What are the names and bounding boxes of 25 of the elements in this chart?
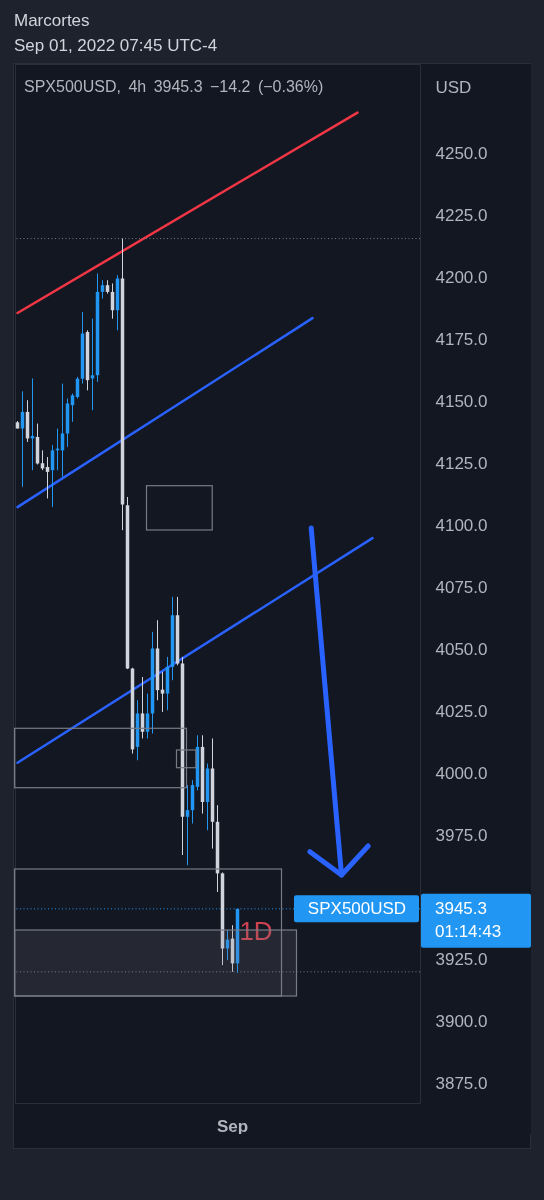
y-tick-label: 4050.0	[435, 639, 488, 659]
y-tick-label: 4175.0	[435, 329, 488, 349]
y-tick-label: 4250.0	[435, 143, 488, 163]
y-tick-label: 3925.0	[435, 949, 488, 969]
y-tick-label: 4225.0	[435, 205, 488, 225]
y-tick-label: 4125.0	[435, 453, 488, 473]
y-tick-label: 4075.0	[435, 577, 488, 597]
y-tick-label: 4000.0	[435, 763, 488, 783]
y-tick-label: 4200.0	[435, 267, 488, 287]
text: 01:14:43	[435, 921, 502, 941]
y-tick-label: 4100.0	[435, 515, 488, 535]
y-tick-label: 3875.0	[435, 1073, 488, 1093]
text: 3945.3	[435, 898, 487, 918]
candlestick	[100, 279, 105, 300]
y-tick-label: 4025.0	[435, 701, 488, 721]
candlestick	[185, 784, 190, 866]
annotation: 1D	[239, 916, 273, 946]
annotation: SPX500USD, 4h 3945.3 −14.2 (−0.36%)	[24, 77, 324, 97]
y-tick-label: 3975.0	[435, 825, 488, 845]
chart-subtitle: Sep 01, 2022 07:45 UTC-4	[14, 35, 218, 57]
y-tick-label: 3900.0	[435, 1011, 488, 1031]
y-axis-title: USD	[435, 77, 472, 97]
chart-title: Marcortes	[14, 10, 91, 32]
y-tick-label: 4150.0	[435, 391, 488, 411]
ref-line-label: SPX500USD	[307, 898, 407, 918]
